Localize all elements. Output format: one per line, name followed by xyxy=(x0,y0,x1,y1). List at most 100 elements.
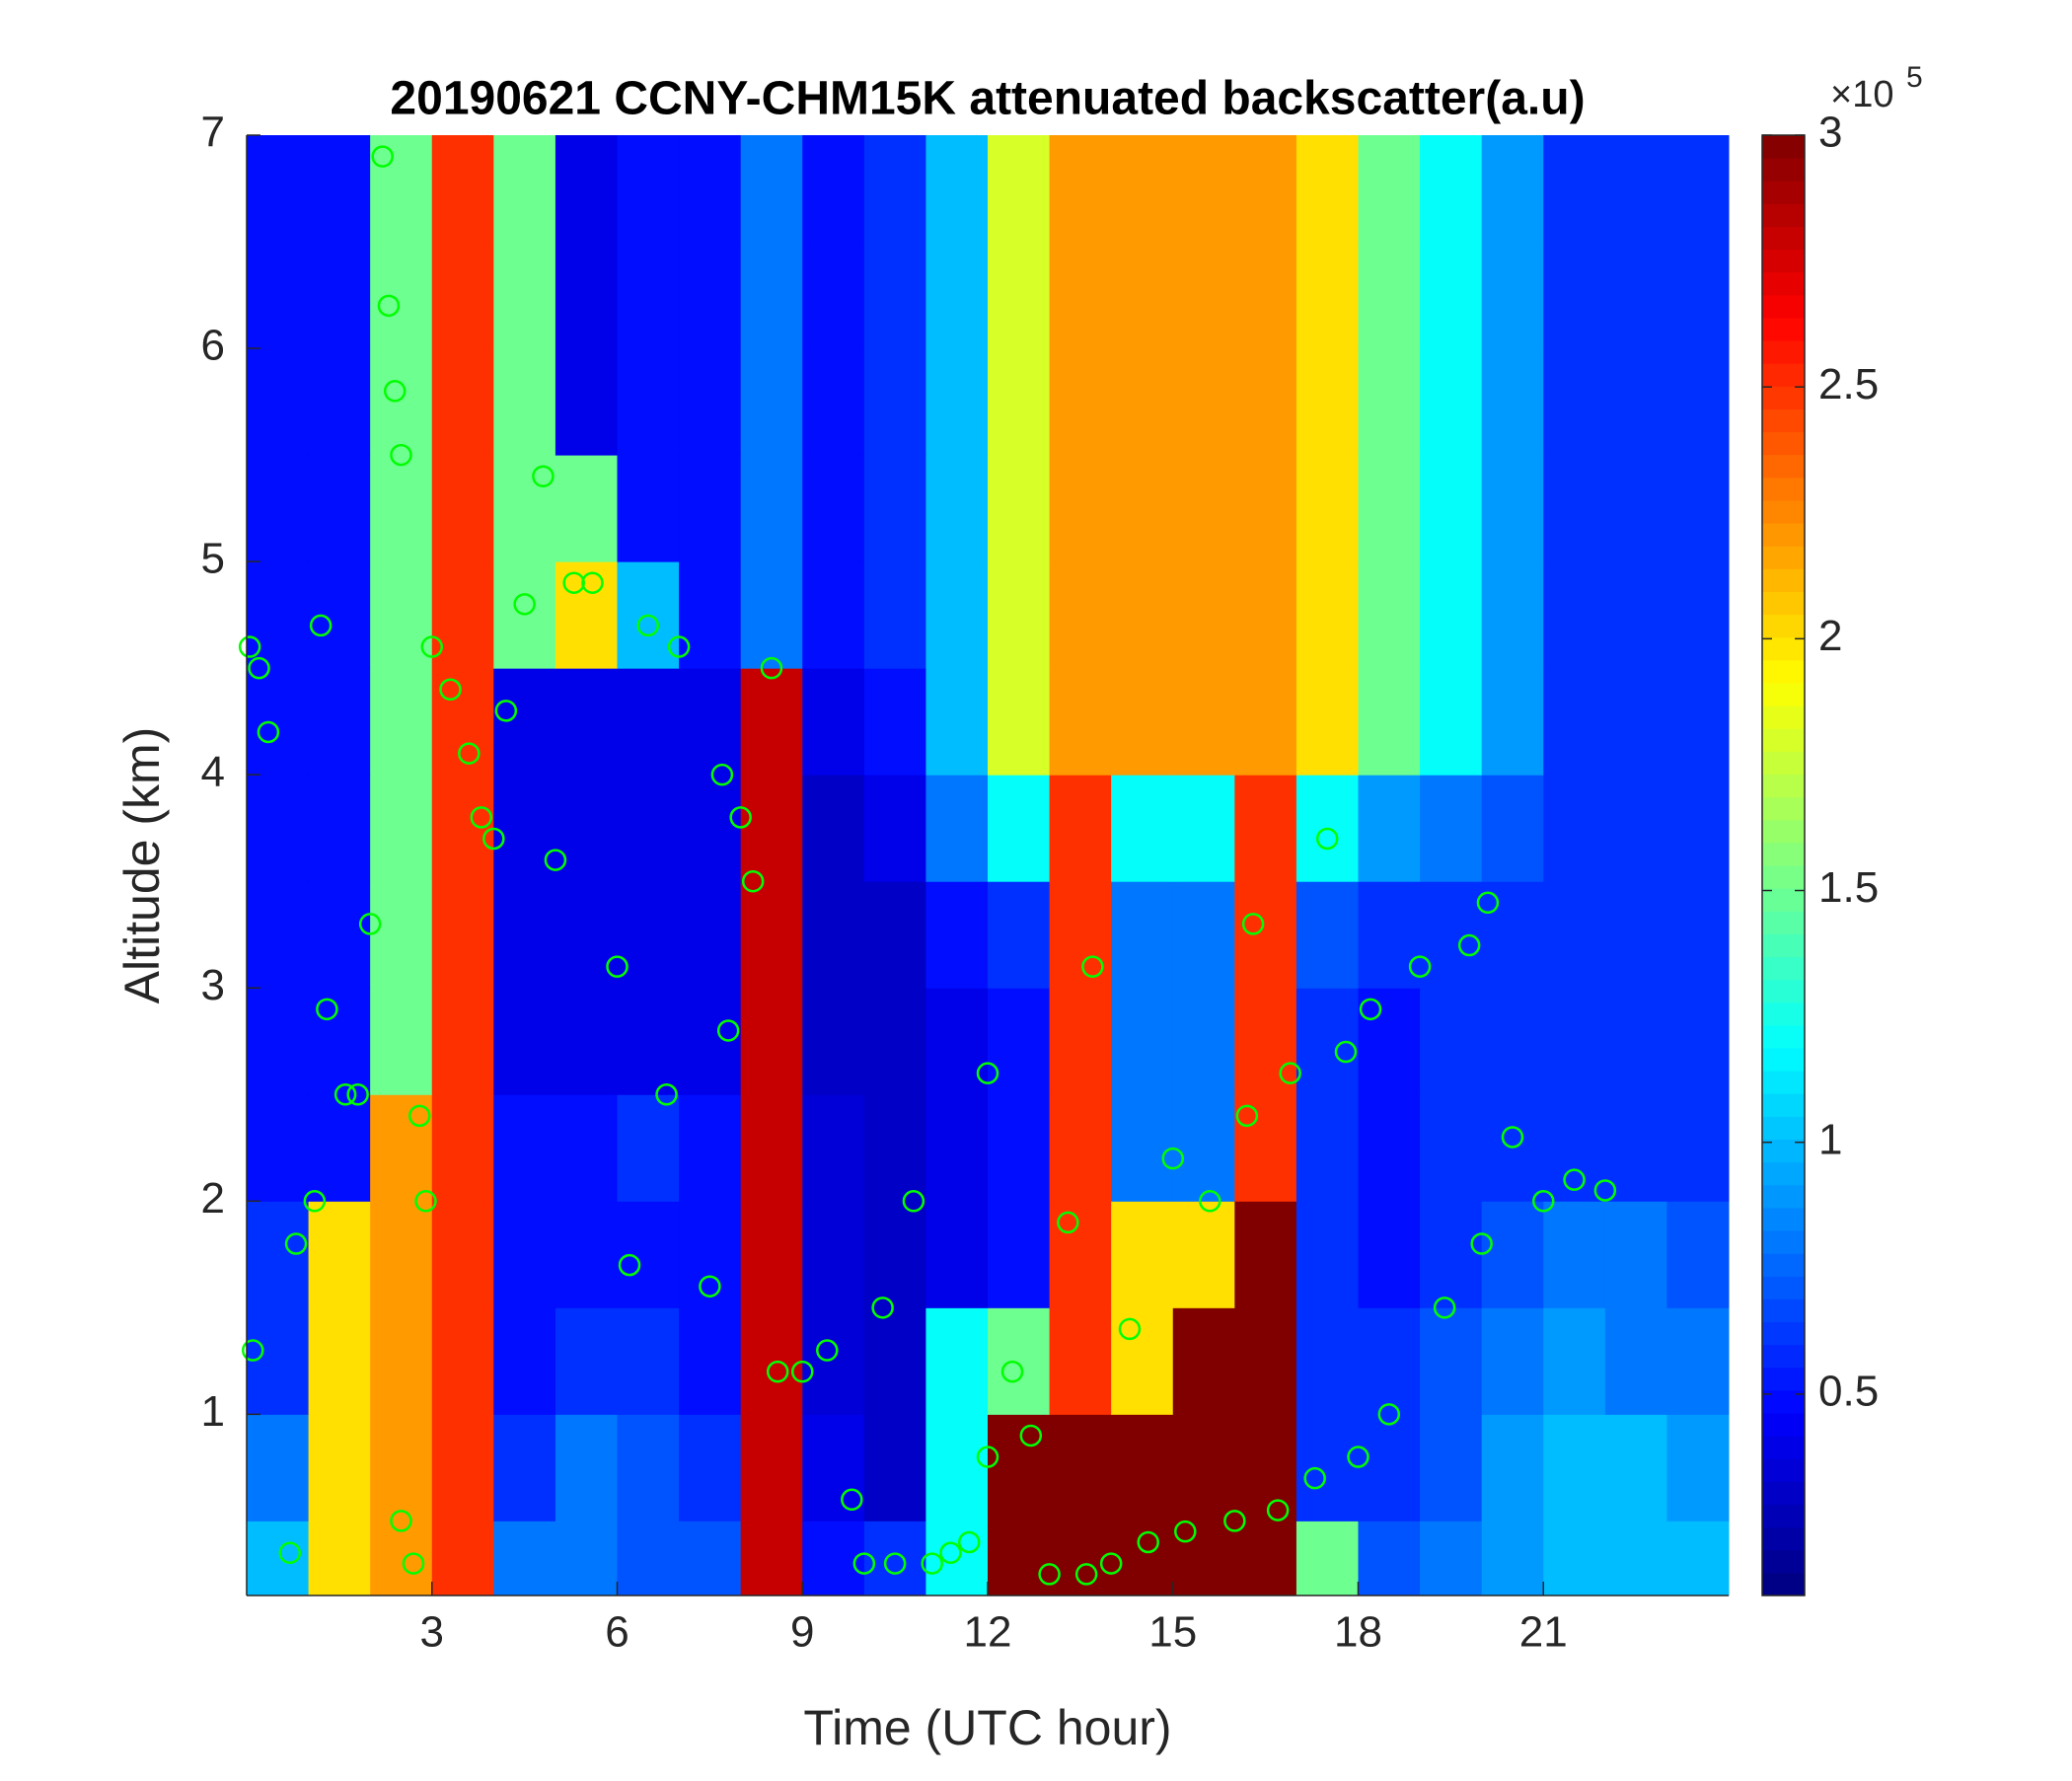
scatter-point xyxy=(1235,1104,1259,1128)
heatmap-cell xyxy=(493,135,556,243)
heatmap-cell xyxy=(1420,348,1483,456)
heatmap-cell xyxy=(925,348,989,456)
heatmap-cell xyxy=(493,881,556,989)
heatmap-cell xyxy=(1172,242,1235,349)
heatmap-cell xyxy=(1111,561,1174,669)
heatmap-cell xyxy=(925,1521,989,1596)
heatmap-cell xyxy=(431,455,494,562)
colorbar-step xyxy=(1762,1572,1805,1596)
heatmap-cell xyxy=(740,881,803,989)
heatmap-cell xyxy=(617,348,680,456)
heatmap-cell xyxy=(925,135,989,243)
scatter-point xyxy=(939,1541,962,1565)
heatmap-cell xyxy=(988,988,1051,1095)
heatmap-cell xyxy=(493,668,556,776)
heatmap-cell xyxy=(1481,1307,1544,1415)
scatter-point xyxy=(1174,1520,1197,1543)
colorbar-step xyxy=(1762,135,1805,159)
x-tick-label: 3 xyxy=(420,1608,444,1657)
heatmap-cell xyxy=(1295,561,1359,669)
heatmap-cell xyxy=(1295,455,1359,562)
colorbar-step xyxy=(1762,1002,1805,1026)
scatter-point xyxy=(1334,1040,1358,1064)
heatmap-cell xyxy=(863,775,926,882)
colorbar-step xyxy=(1762,819,1805,844)
heatmap-cell xyxy=(1234,775,1297,882)
scatter-point xyxy=(407,1104,431,1128)
heatmap-cell xyxy=(1481,455,1544,562)
scatter-point xyxy=(544,849,567,871)
heatmap-cell xyxy=(1049,1094,1112,1202)
scatter-point xyxy=(1019,1424,1043,1447)
scatter-point xyxy=(278,1541,302,1565)
scatter-point xyxy=(316,998,338,1021)
colorbar-step xyxy=(1762,271,1805,296)
colorbar-tick-label: 2 xyxy=(1818,612,1842,660)
heatmap-cell xyxy=(679,1094,742,1202)
heatmap-cell xyxy=(370,881,433,989)
heatmap-cell xyxy=(555,348,618,456)
heatmap-cell xyxy=(802,988,865,1095)
heatmap-cell xyxy=(1049,561,1112,669)
heatmap-cell xyxy=(1358,455,1421,562)
heatmap-cell xyxy=(1543,348,1606,456)
y-tick-label: 6 xyxy=(201,322,225,370)
scatter-point xyxy=(420,635,443,658)
heatmap-cell xyxy=(617,668,680,776)
heatmap-cell xyxy=(740,1414,803,1521)
heatmap-cell xyxy=(1049,881,1112,989)
heatmap-cell xyxy=(1604,988,1667,1095)
colorbar-step xyxy=(1762,842,1805,866)
scatter-point xyxy=(1347,1446,1369,1468)
heatmap-cell xyxy=(247,1521,310,1596)
heatmap-cell xyxy=(1234,1521,1297,1596)
colorbar-step xyxy=(1762,979,1805,1003)
heatmap-cell xyxy=(1420,1521,1483,1596)
heatmap-cell xyxy=(308,135,371,243)
heatmap-cell xyxy=(1666,561,1730,669)
scatter-point xyxy=(1199,1190,1221,1213)
colorbar-step xyxy=(1762,294,1805,319)
heatmap-cell xyxy=(370,1201,433,1308)
heatmap-cell xyxy=(679,1414,742,1521)
heatmap-cell xyxy=(1666,775,1730,882)
heatmap-cell xyxy=(1543,1201,1606,1308)
scatter-point xyxy=(1593,1179,1617,1202)
colorbar-step xyxy=(1762,865,1805,889)
heatmap-cell xyxy=(493,455,556,562)
colorbar-step xyxy=(1762,888,1805,912)
heatmap-cell xyxy=(617,1521,680,1596)
heatmap-cell xyxy=(679,775,742,882)
scatter-point xyxy=(1315,827,1339,851)
heatmap-cell xyxy=(1481,135,1544,243)
heatmap-cell xyxy=(617,455,680,562)
heatmap-cell xyxy=(1481,1201,1544,1308)
scatter-point xyxy=(513,593,536,616)
scatter-point xyxy=(1377,1403,1401,1426)
scatter-point xyxy=(729,806,752,829)
heatmap-cell xyxy=(988,1307,1051,1415)
heatmap-cell xyxy=(1049,988,1112,1095)
heatmap-cell xyxy=(247,668,310,776)
colorbar-tick-label: 1 xyxy=(1818,1115,1842,1163)
heatmap-cell xyxy=(802,1094,865,1202)
heatmap-cell xyxy=(1666,988,1730,1095)
heatmap-cell xyxy=(863,455,926,562)
heatmap-cell xyxy=(1420,668,1483,776)
heatmap-cell xyxy=(1111,988,1174,1095)
heatmap-cell xyxy=(863,561,926,669)
heatmap-cell xyxy=(1481,668,1544,776)
heatmap-cell xyxy=(370,775,433,882)
scatter-point xyxy=(766,1360,789,1383)
heatmap-cell xyxy=(493,988,556,1095)
heatmap-cell xyxy=(1295,1307,1359,1415)
heatmap-cell xyxy=(863,1414,926,1521)
scatter-point xyxy=(1000,1360,1024,1383)
scatter-point xyxy=(791,1360,814,1383)
heatmap-cell xyxy=(925,561,989,669)
x-tick-label: 18 xyxy=(1334,1608,1382,1657)
colorbar-step xyxy=(1762,1481,1805,1505)
heatmap-cell xyxy=(1172,135,1235,243)
heatmap-cell xyxy=(679,1521,742,1596)
heatmap-cell xyxy=(431,1414,494,1521)
